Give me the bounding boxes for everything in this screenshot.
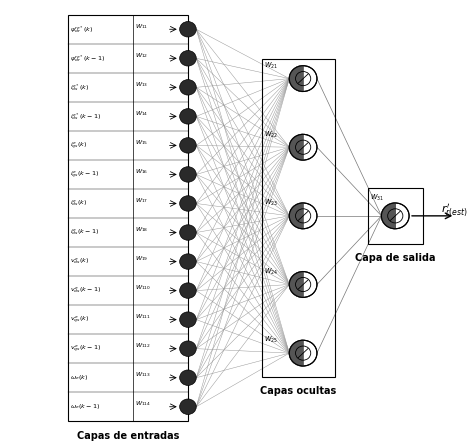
Wedge shape [289,272,303,297]
Text: $W_{22}$: $W_{22}$ [264,130,278,140]
Circle shape [289,134,317,160]
Circle shape [180,196,196,211]
Circle shape [180,370,196,385]
Circle shape [289,203,317,229]
Text: $W_{17}$: $W_{17}$ [136,196,149,205]
Text: Capas ocultas: Capas ocultas [260,386,337,396]
Bar [262,59,336,377]
Wedge shape [289,134,303,160]
Text: $W_{111}$: $W_{111}$ [136,312,152,321]
Text: $\psi_{dr}^{re*}(k)$: $\psi_{dr}^{re*}(k)$ [71,24,94,34]
Wedge shape [289,66,303,91]
Text: $W_{25}$: $W_{25}$ [264,335,278,345]
Circle shape [180,22,196,37]
Wedge shape [289,203,303,229]
Circle shape [289,340,317,366]
Circle shape [289,66,317,91]
Text: $i_{qs}^{e}(k-1)$: $i_{qs}^{e}(k-1)$ [71,169,100,180]
Bar [368,188,423,244]
Wedge shape [289,340,303,366]
Text: $v_{qs}^{e}(k-1)$: $v_{qs}^{e}(k-1)$ [71,343,101,354]
Text: $v_{ds}^{e}(k-1)$: $v_{ds}^{e}(k-1)$ [71,286,101,295]
Wedge shape [382,203,395,229]
Circle shape [180,341,196,356]
Text: $i_{ds}^{e}(k-1)$: $i_{ds}^{e}(k-1)$ [71,228,100,237]
Text: $\mathit{r}_{r(est)}^{\prime}$: $\mathit{r}_{r(est)}^{\prime}$ [441,202,468,219]
Text: $W_{11}$: $W_{11}$ [136,22,149,30]
Circle shape [180,254,196,269]
Text: $W_{19}$: $W_{19}$ [136,254,149,263]
Text: $W_{114}$: $W_{114}$ [136,399,152,408]
Bar [68,15,188,421]
Text: $W_{31}$: $W_{31}$ [370,193,384,203]
Text: $W_{14}$: $W_{14}$ [136,109,149,118]
Text: $i_{ds}^{e}(k)$: $i_{ds}^{e}(k)$ [71,198,88,208]
Text: $v_{qs}^{e}(k)$: $v_{qs}^{e}(k)$ [71,314,90,325]
Text: $i_{ds}^{e*}(k-1)$: $i_{ds}^{e*}(k-1)$ [71,111,101,122]
Text: $W_{23}$: $W_{23}$ [264,198,279,208]
Text: $\omega_e(k)$: $\omega_e(k)$ [71,373,89,382]
Text: Capas de entradas: Capas de entradas [77,431,179,441]
Text: $W_{112}$: $W_{112}$ [136,341,152,350]
Text: $W_{24}$: $W_{24}$ [264,267,279,277]
Circle shape [382,203,409,229]
Text: $W_{15}$: $W_{15}$ [136,138,149,147]
Text: $W_{110}$: $W_{110}$ [136,283,152,292]
Text: $i_{ds}^{e*}(k)$: $i_{ds}^{e*}(k)$ [71,82,90,93]
Text: $W_{13}$: $W_{13}$ [136,80,149,89]
Circle shape [180,312,196,328]
Circle shape [180,138,196,153]
Circle shape [180,283,196,298]
Circle shape [180,80,196,95]
Circle shape [180,109,196,124]
Text: $W_{18}$: $W_{18}$ [136,225,149,234]
Circle shape [180,399,196,415]
Text: $W_{12}$: $W_{12}$ [136,51,149,60]
Circle shape [180,167,196,182]
Text: $v_{ds}^{e}(k)$: $v_{ds}^{e}(k)$ [71,257,90,267]
Text: $W_{113}$: $W_{113}$ [136,370,152,379]
Text: $W_{16}$: $W_{16}$ [136,167,149,176]
Text: $i_{qs}^{e}(k)$: $i_{qs}^{e}(k)$ [71,140,88,151]
Circle shape [180,225,196,240]
Text: $\psi_{dr}^{re*}(k-1)$: $\psi_{dr}^{re*}(k-1)$ [71,53,106,64]
Circle shape [289,272,317,297]
Circle shape [180,50,196,66]
Text: Capa de salida: Capa de salida [355,253,436,263]
Text: $\omega_e(k-1)$: $\omega_e(k-1)$ [71,402,101,411]
Text: $W_{21}$: $W_{21}$ [264,61,279,71]
